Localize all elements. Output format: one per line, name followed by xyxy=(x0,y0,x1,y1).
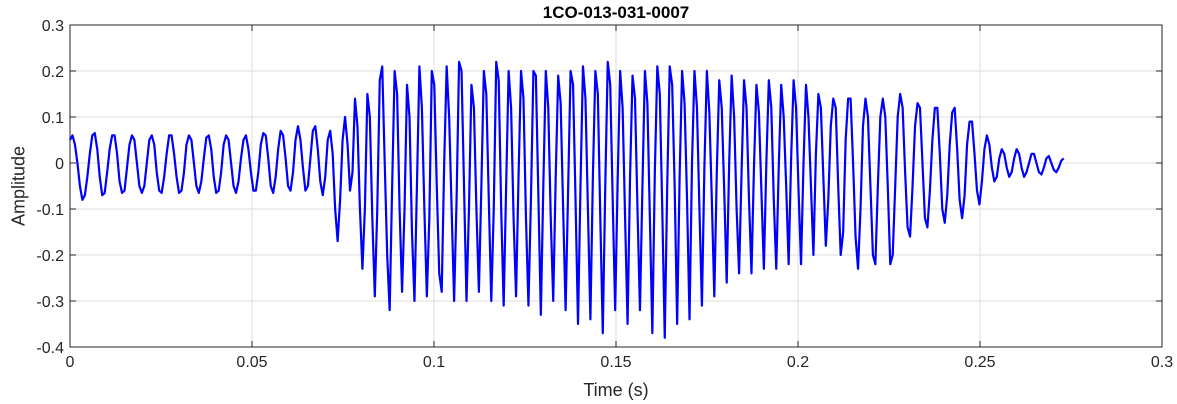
tick-labels: 0 0.05 0.1 0.15 0.2 0.25 0.3 0.3 0.2 0.1 0 -0.1 -0.2… xyxy=(36,18,1173,371)
y-tick-label: -0.1 xyxy=(36,202,64,219)
x-tick-label: 0 xyxy=(66,354,75,371)
x-tick-label: 0.25 xyxy=(964,354,995,371)
x-tick-label: 0.2 xyxy=(787,354,809,371)
x-tick-label: 0.15 xyxy=(600,354,631,371)
series-layer xyxy=(69,60,1065,339)
y-tick-label: 0.3 xyxy=(42,18,64,35)
y-tick-label: -0.3 xyxy=(36,294,64,311)
y-tick-label: 0 xyxy=(55,156,64,173)
y-axis-label: Amplitude xyxy=(8,146,28,226)
x-tick-label: 0.05 xyxy=(236,354,267,371)
x-tick-label: 0.1 xyxy=(423,354,445,371)
x-axis-label: Time (s) xyxy=(583,380,648,400)
y-tick-label: 0.1 xyxy=(42,110,64,127)
chart-title: 1CO-013-031-0007 xyxy=(543,3,689,22)
y-tick-label: -0.4 xyxy=(36,340,64,357)
x-tick-label: 0.3 xyxy=(1151,354,1173,371)
y-tick-label: 0.2 xyxy=(42,64,64,81)
y-tick-label: -0.2 xyxy=(36,248,64,265)
series-line-0 xyxy=(69,60,1065,339)
axis-ticks xyxy=(69,24,1163,348)
